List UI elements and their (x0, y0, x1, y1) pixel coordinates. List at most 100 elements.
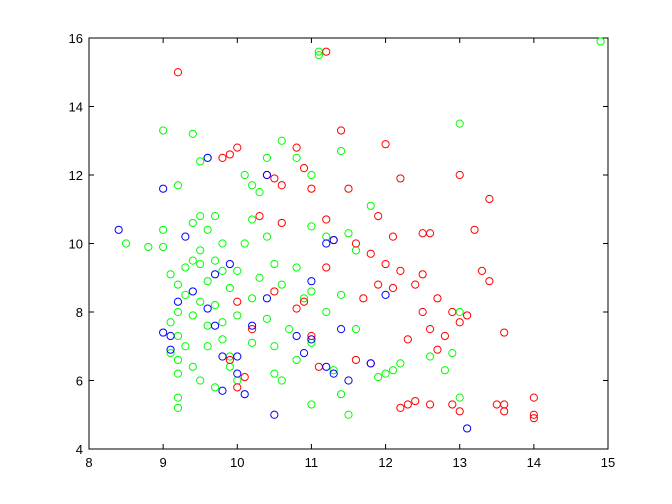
point (233, 297, 242, 306)
point (307, 335, 316, 344)
point (463, 424, 472, 433)
point (299, 164, 309, 173)
point (411, 396, 420, 406)
point (322, 362, 331, 371)
point (433, 294, 442, 303)
point (262, 170, 272, 180)
point (196, 376, 205, 385)
point (210, 270, 220, 279)
point (248, 338, 257, 347)
point (292, 304, 301, 313)
point (425, 229, 435, 238)
x-tick-label: 10 (230, 455, 244, 470)
point (307, 287, 316, 296)
point (388, 232, 398, 241)
point (292, 355, 301, 365)
y-tick-label: 10 (69, 237, 83, 252)
x-tick-label: 14 (527, 455, 541, 470)
point (188, 287, 197, 296)
point (210, 301, 220, 310)
point (500, 400, 509, 409)
point (196, 157, 205, 166)
point (233, 266, 242, 275)
point (433, 345, 442, 354)
point (381, 290, 390, 299)
point (500, 328, 509, 337)
point (448, 400, 457, 409)
point (203, 342, 212, 351)
y-tick-label: 8 (76, 305, 83, 320)
point (225, 150, 234, 159)
point (374, 212, 383, 221)
point (485, 277, 494, 286)
point (336, 126, 346, 135)
point (233, 143, 242, 152)
point (366, 359, 375, 368)
point (270, 287, 279, 296)
point (277, 181, 286, 190)
point (411, 280, 420, 289)
point (277, 376, 286, 385)
point (351, 325, 361, 334)
point (440, 366, 449, 375)
point (270, 369, 279, 378)
point (210, 321, 220, 330)
point (173, 307, 183, 317)
point (173, 297, 183, 306)
point (196, 212, 205, 221)
point (181, 232, 190, 241)
point (188, 362, 197, 371)
y-tick-label: 12 (69, 168, 83, 183)
point (366, 201, 375, 210)
point (596, 37, 605, 46)
point (144, 242, 153, 252)
point (240, 390, 249, 399)
point (262, 294, 272, 303)
point (188, 311, 197, 320)
point (159, 225, 168, 234)
point (225, 259, 234, 269)
point (403, 335, 412, 344)
x-tick-label: 11 (305, 455, 319, 470)
point (114, 225, 123, 234)
point (396, 403, 405, 412)
point (173, 369, 183, 378)
point (218, 352, 227, 361)
point (240, 239, 249, 248)
point (344, 229, 353, 238)
point (285, 325, 294, 334)
point (270, 410, 279, 419)
point (463, 311, 472, 320)
point (181, 342, 190, 351)
point (159, 126, 168, 135)
point (477, 266, 487, 275)
point (307, 277, 316, 286)
point (381, 369, 390, 378)
point (181, 290, 190, 299)
point (225, 283, 234, 293)
point (218, 266, 227, 275)
point (448, 349, 457, 358)
point (336, 290, 346, 299)
point (240, 170, 249, 180)
point (322, 307, 331, 317)
point (329, 366, 338, 375)
point (218, 239, 227, 248)
point (203, 277, 212, 286)
point (396, 174, 405, 183)
point (455, 170, 464, 180)
x-tick-label: 12 (378, 455, 392, 470)
point (329, 369, 338, 378)
point (188, 218, 197, 228)
point (196, 297, 205, 306)
point (307, 170, 316, 180)
point (218, 318, 227, 327)
point (270, 342, 279, 351)
point (173, 393, 183, 402)
x-tick-label: 8 (85, 455, 92, 470)
point (344, 376, 353, 385)
point (159, 184, 168, 193)
x-tick-label: 9 (160, 455, 167, 470)
